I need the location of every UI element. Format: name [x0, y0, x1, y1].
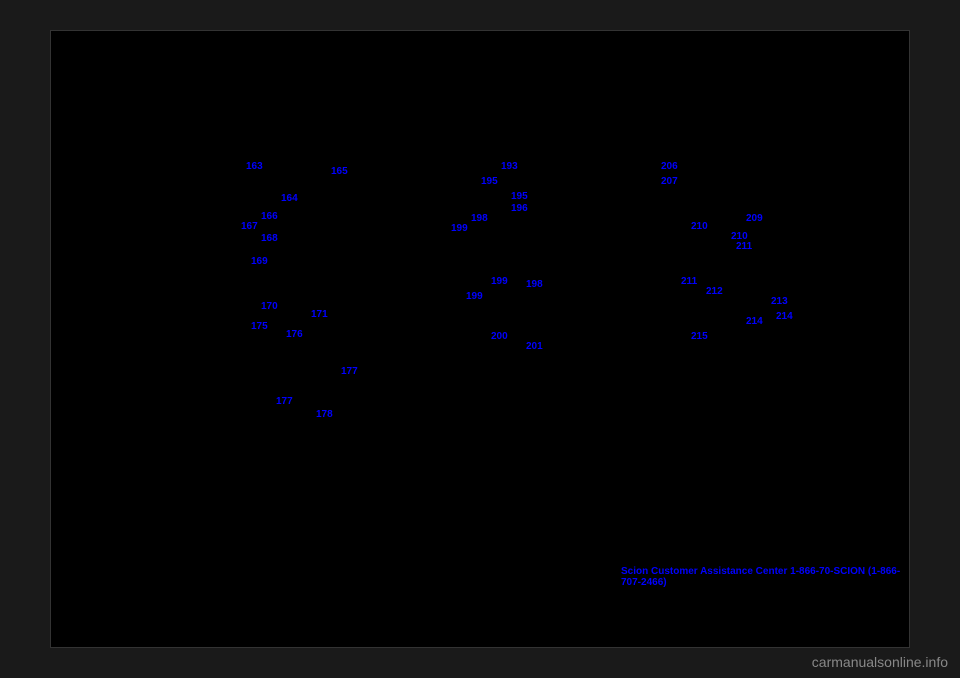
- page-ref-link[interactable]: 169: [251, 256, 268, 267]
- manual-page: 163 165 164166167168 169 170 171 175 176 177 177 1…: [50, 30, 910, 648]
- page-ref-link[interactable]: 199: [466, 291, 483, 302]
- page-ref-link[interactable]: 177: [341, 366, 358, 377]
- page-ref-link[interactable]: 206: [661, 161, 678, 172]
- page-ref-link[interactable]: 211: [736, 241, 752, 252]
- page-ref-link[interactable]: 175: [251, 321, 268, 332]
- page-ref-link[interactable]: 214: [746, 316, 763, 327]
- page-ref-link[interactable]: 170: [261, 301, 278, 312]
- page-ref-link[interactable]: 195: [511, 191, 528, 202]
- page-ref-link[interactable]: 213: [771, 296, 788, 307]
- page-ref-link[interactable]: 171: [311, 309, 328, 320]
- watermark-text: carmanualsonline.info: [812, 654, 948, 670]
- page-ref-link[interactable]: 198: [526, 279, 543, 290]
- page-ref-link[interactable]: 176: [286, 329, 303, 340]
- page-ref-link[interactable]: 193: [501, 161, 518, 172]
- customer-assistance-link[interactable]: Scion Customer Assistance Center 1-866-7…: [621, 566, 909, 588]
- page-ref-link[interactable]: 163: [246, 161, 263, 172]
- page-ref-link[interactable]: 207: [661, 176, 678, 187]
- page-ref-link[interactable]: 165: [331, 166, 348, 177]
- page-ref-link[interactable]: 211: [681, 276, 697, 287]
- page-ref-link[interactable]: 199: [491, 276, 508, 287]
- page-ref-link[interactable]: 201: [526, 341, 543, 352]
- page-ref-link[interactable]: 195: [481, 176, 498, 187]
- page-ref-link[interactable]: 164: [281, 193, 298, 204]
- page-ref-link[interactable]: 210: [691, 221, 708, 232]
- page-ref-link[interactable]: 199: [451, 223, 468, 234]
- page-ref-link[interactable]: 209: [746, 213, 763, 224]
- page-ref-link[interactable]: 214: [776, 311, 793, 322]
- page-ref-link[interactable]: 212: [706, 286, 723, 297]
- page-ref-link[interactable]: 168: [261, 233, 278, 244]
- page-ref-link[interactable]: 198: [471, 213, 488, 224]
- page-ref-link[interactable]: 200: [491, 331, 508, 342]
- page-ref-link[interactable]: 177: [276, 396, 293, 407]
- page-ref-link[interactable]: 215: [691, 331, 708, 342]
- page-ref-link[interactable]: 166: [261, 211, 278, 222]
- page-ref-link[interactable]: 178: [316, 409, 333, 420]
- page-ref-link[interactable]: 196: [511, 203, 528, 214]
- page-ref-link[interactable]: 167: [241, 221, 258, 232]
